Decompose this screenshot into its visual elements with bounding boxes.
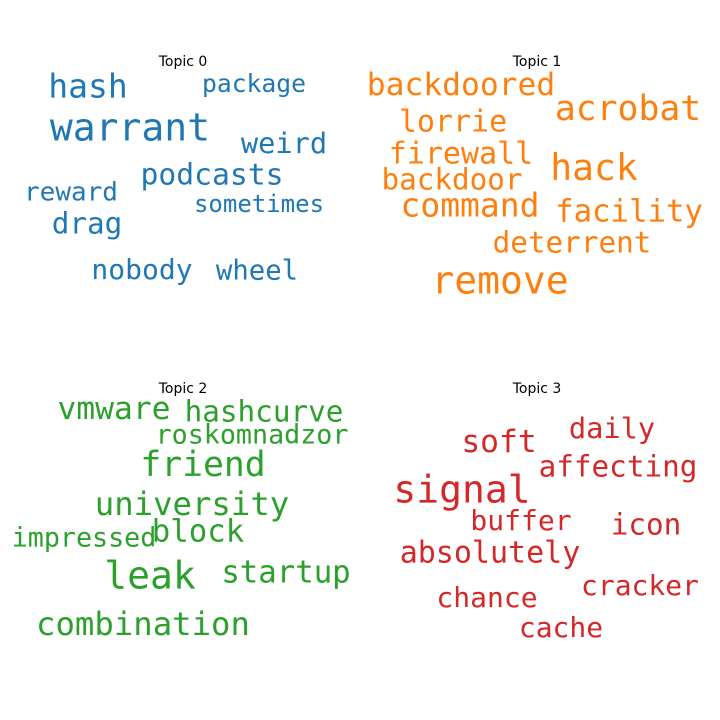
word-roskomnadzor: roskomnadzor bbox=[156, 420, 349, 451]
word-impressed: impressed bbox=[12, 523, 157, 554]
word-command: command bbox=[400, 186, 539, 225]
word-backdoored: backdoored bbox=[367, 67, 555, 103]
word-drag: drag bbox=[52, 207, 123, 241]
word-sometimes: sometimes bbox=[194, 190, 324, 218]
word-hash: hash bbox=[48, 67, 127, 106]
word-lorrie: lorrie bbox=[399, 105, 507, 140]
panel-title-topic-1: Topic 1 bbox=[512, 54, 562, 70]
word-deterrent: deterrent bbox=[493, 226, 652, 260]
word-daily: daily bbox=[569, 411, 655, 445]
word-weird: weird bbox=[241, 126, 327, 160]
word-hashcurve: hashcurve bbox=[185, 395, 344, 429]
word-chance: chance bbox=[436, 581, 537, 614]
word-startup: startup bbox=[221, 556, 350, 591]
panel-title-topic-2: Topic 2 bbox=[158, 381, 208, 397]
word-podcasts: podcasts bbox=[141, 158, 284, 193]
word-cracker: cracker bbox=[581, 569, 699, 602]
word-reward: reward bbox=[24, 178, 118, 208]
panel-title-topic-0: Topic 0 bbox=[158, 54, 208, 70]
word-nobody: nobody bbox=[91, 253, 192, 286]
word-wheel: wheel bbox=[216, 256, 298, 287]
word-affecting: affecting bbox=[539, 450, 698, 484]
word-acrobat: acrobat bbox=[555, 89, 701, 129]
word-friend: friend bbox=[140, 445, 265, 485]
word-firewall: firewall bbox=[389, 137, 534, 172]
word-absolutely: absolutely bbox=[400, 536, 581, 571]
word-block: block bbox=[152, 515, 245, 550]
word-combination: combination bbox=[36, 605, 250, 643]
wordcloud-topic-1: remove hack acrobat command backdoored facili… bbox=[367, 67, 703, 303]
wordcloud-topic-3: signal soft absolutely affecting icon daily bu… bbox=[393, 411, 699, 644]
word-leak: leak bbox=[104, 554, 196, 598]
panel-topic-1: Topic 1 removehackacrobatcommandbackdoor… bbox=[367, 54, 703, 303]
word-package: package bbox=[202, 69, 306, 98]
word-university: university bbox=[95, 485, 289, 523]
word-hack: hack bbox=[550, 146, 638, 189]
word-buffer: buffer bbox=[470, 504, 571, 537]
word-facility: facility bbox=[555, 195, 703, 230]
panel-topic-3: Topic 3 signal soft absolutely affecting ico… bbox=[393, 381, 699, 644]
word-signal: signal bbox=[393, 468, 530, 512]
word-warrant: warrant bbox=[50, 106, 210, 150]
word-backdoor: backdoor bbox=[381, 163, 522, 197]
word-soft: soft bbox=[461, 424, 536, 460]
word-icon: icon bbox=[611, 508, 682, 542]
word-remove: remove bbox=[431, 259, 568, 303]
word-vmware: vmware bbox=[57, 391, 170, 427]
word-cache: cache bbox=[519, 611, 603, 644]
panel-title-topic-3: Topic 3 bbox=[512, 381, 562, 397]
